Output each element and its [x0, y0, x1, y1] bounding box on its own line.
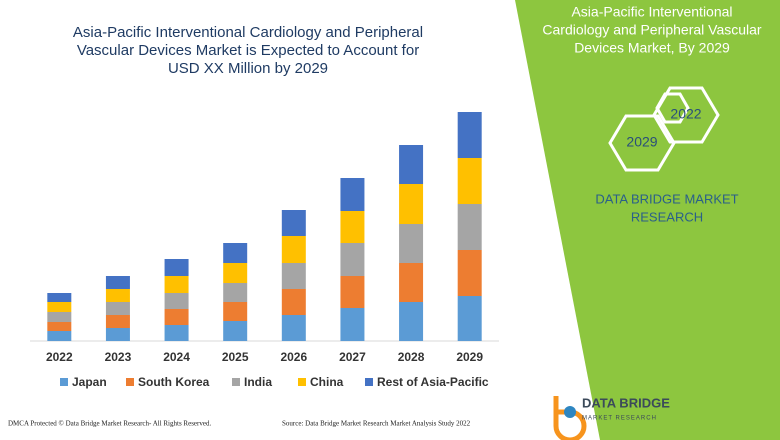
bar-segment [281, 289, 306, 315]
bar-segment [457, 250, 482, 296]
bar-segment [164, 309, 189, 325]
legend-label: Rest of Asia-Pacific [377, 375, 489, 389]
x-tick-label: 2027 [339, 350, 366, 364]
legend-swatch [365, 378, 373, 386]
bar-segment [47, 322, 72, 331]
chart-title: Asia-Pacific Interventional Cardiology a… [73, 24, 423, 41]
side-panel-title: Cardiology and Peripheral Vascular [542, 22, 762, 38]
legend-label: Japan [72, 375, 107, 389]
bar-segment [340, 276, 365, 308]
bar-segment [457, 204, 482, 250]
x-tick-label: 2029 [456, 350, 483, 364]
bar-segment [164, 276, 189, 293]
bar-segment [399, 224, 424, 263]
bar-segment [47, 293, 72, 302]
footer-left: DMCA Protected © Data Bridge Market Rese… [8, 420, 211, 428]
bar-segment [105, 276, 130, 289]
bar-segment [105, 315, 130, 328]
legend-label: South Korea [138, 375, 210, 389]
legend-label: India [244, 375, 272, 389]
chart-title: USD XX Million by 2029 [168, 60, 328, 77]
bar-segment [281, 315, 306, 341]
bar-segment [105, 302, 130, 315]
brand-text: DATA BRIDGE MARKET [595, 191, 738, 206]
bar-segment [105, 289, 130, 302]
x-tick-label: 2022 [46, 350, 73, 364]
bar-segment [281, 210, 306, 236]
bar-segment [223, 283, 248, 302]
legend-label: China [310, 375, 344, 389]
legend-swatch [298, 378, 306, 386]
bar-segment [457, 296, 482, 341]
bar-segment [164, 325, 189, 341]
bar-segment [399, 263, 424, 302]
bar-segment [223, 302, 248, 321]
chart-title: Vascular Devices Market is Expected to A… [77, 42, 419, 59]
bar-segment [399, 184, 424, 224]
bar-segment [281, 263, 306, 289]
hexagon-label: 2022 [670, 106, 701, 122]
bar-segment [47, 331, 72, 341]
x-tick-label: 2025 [222, 350, 249, 364]
logo-icon [564, 406, 576, 418]
x-tick-label: 2023 [105, 350, 132, 364]
bar-segment [47, 312, 72, 322]
bar-segment [457, 112, 482, 158]
bar-segment [340, 178, 365, 211]
legend-swatch [126, 378, 134, 386]
bar-segment [223, 263, 248, 283]
bar-segment [340, 211, 365, 243]
brand-text: RESEARCH [631, 209, 703, 224]
hexagon [652, 86, 720, 144]
bar-segment [164, 293, 189, 309]
bar-segment [47, 302, 72, 312]
bar-segment [399, 145, 424, 184]
logo-name: DATA BRIDGE [582, 395, 670, 410]
bar-segment [223, 321, 248, 341]
hexagon [608, 114, 676, 172]
hexagon-label: 2029 [626, 134, 657, 150]
bar-segment [340, 243, 365, 276]
bar-segment [223, 243, 248, 263]
side-panel-title: Asia-Pacific Interventional [571, 4, 732, 20]
logo-tagline: MARKET RESEARCH [582, 416, 657, 422]
legend-swatch [232, 378, 240, 386]
footer-right: Source: Data Bridge Market Research Mark… [282, 420, 471, 428]
logo-icon [553, 396, 587, 440]
x-tick-label: 2024 [163, 350, 190, 364]
bar-segment [105, 328, 130, 341]
bar-segment [340, 308, 365, 341]
x-tick-label: 2026 [280, 350, 307, 364]
legend-swatch [60, 378, 68, 386]
bar-segment [281, 236, 306, 263]
bar-segment [399, 302, 424, 341]
bar-segment [457, 158, 482, 204]
bar-segment [164, 259, 189, 276]
side-panel-title: Devices Market, By 2029 [574, 40, 730, 56]
x-tick-label: 2028 [398, 350, 425, 364]
